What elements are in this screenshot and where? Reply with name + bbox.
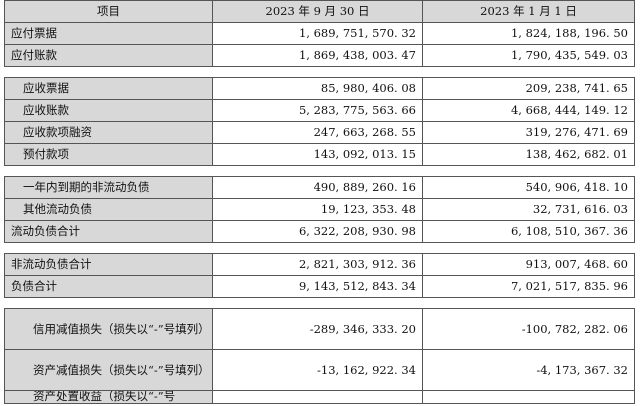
row-value-2023-09-30: 490, 889, 260. 16 [212, 176, 423, 199]
financial-table: 项目 2023 年 9 月 30 日 2023 年 1 月 1 日 应付票据 1… [4, 0, 635, 404]
row-value-2023-09-30 [212, 390, 423, 404]
row-value-2023-01-01: 209, 238, 741. 65 [422, 77, 635, 100]
header-item: 项目 [4, 0, 213, 23]
table-row: 非流动负债合计 2, 821, 303, 912. 36 913, 007, 4… [4, 253, 635, 276]
header-row: 项目 2023 年 9 月 30 日 2023 年 1 月 1 日 [4, 0, 635, 23]
header-date-2023-09-30: 2023 年 9 月 30 日 [212, 0, 423, 23]
row-value-2023-09-30: 1, 689, 751, 570. 32 [212, 22, 423, 45]
table-row: 信用减值损失（损失以“-”号填列） -289, 346, 333. 20 -10… [4, 308, 635, 350]
row-value-2023-09-30: -289, 346, 333. 20 [212, 308, 423, 350]
header-date-2023-01-01: 2023 年 1 月 1 日 [422, 0, 635, 23]
row-value-2023-01-01: -100, 782, 282. 06 [422, 308, 635, 350]
row-value-2023-01-01 [422, 390, 635, 404]
table-row: 应收票据 85, 980, 406. 08 209, 238, 741. 65 [4, 77, 635, 100]
section-gap [4, 66, 635, 78]
row-label: 非流动负债合计 [4, 253, 213, 276]
row-value-2023-09-30: 143, 092, 013. 15 [212, 143, 423, 166]
table-row: 负债合计 9, 143, 512, 843. 34 7, 021, 517, 8… [4, 275, 635, 298]
table-row: 资产减值损失（损失以“-”号填列） -13, 162, 922. 34 -4, … [4, 349, 635, 391]
row-value-2023-09-30: 9, 143, 512, 843. 34 [212, 275, 423, 298]
table-row: 流动负债合计 6, 322, 208, 930. 98 6, 108, 510,… [4, 220, 635, 243]
table-row: 应付账款 1, 869, 438, 003. 47 1, 790, 435, 5… [4, 44, 635, 67]
section-gap [4, 242, 635, 254]
row-value-2023-09-30: 2, 821, 303, 912. 36 [212, 253, 423, 276]
row-value-2023-09-30: -13, 162, 922. 34 [212, 349, 423, 391]
row-value-2023-09-30: 6, 322, 208, 930. 98 [212, 220, 423, 243]
row-value-2023-01-01: 1, 790, 435, 549. 03 [422, 44, 635, 67]
table-row: 应收款项融资 247, 663, 268. 55 319, 276, 471. … [4, 121, 635, 144]
row-value-2023-01-01: -4, 173, 367. 32 [422, 349, 635, 391]
row-label: 应收款项融资 [4, 121, 213, 144]
row-value-2023-09-30: 5, 283, 775, 563. 66 [212, 99, 423, 122]
balance-sheet-excerpt: 项目 2023 年 9 月 30 日 2023 年 1 月 1 日 应付票据 1… [4, 0, 635, 404]
table-row: 其他流动负债 19, 123, 353. 48 32, 731, 616. 03 [4, 198, 635, 221]
row-label: 资产处置收益（损失以“-”号 [4, 390, 213, 404]
row-value-2023-09-30: 247, 663, 268. 55 [212, 121, 423, 144]
table-row: 预付款项 143, 092, 013. 15 138, 462, 682. 01 [4, 143, 635, 166]
row-value-2023-01-01: 138, 462, 682. 01 [422, 143, 635, 166]
row-label: 流动负债合计 [4, 220, 213, 243]
row-label: 预付款项 [4, 143, 213, 166]
row-label: 应付票据 [4, 22, 213, 45]
row-value-2023-01-01: 32, 731, 616. 03 [422, 198, 635, 221]
row-value-2023-01-01: 319, 276, 471. 69 [422, 121, 635, 144]
row-value-2023-01-01: 4, 668, 444, 149. 12 [422, 99, 635, 122]
row-value-2023-01-01: 1, 824, 188, 196. 50 [422, 22, 635, 45]
row-value-2023-09-30: 19, 123, 353. 48 [212, 198, 423, 221]
row-value-2023-09-30: 1, 869, 438, 003. 47 [212, 44, 423, 67]
section-gap [4, 165, 635, 177]
row-value-2023-01-01: 540, 906, 418. 10 [422, 176, 635, 199]
row-label: 负债合计 [4, 275, 213, 298]
row-label: 应付账款 [4, 44, 213, 67]
table-row: 一年内到期的非流动负债 490, 889, 260. 16 540, 906, … [4, 176, 635, 199]
row-label: 资产减值损失（损失以“-”号填列） [4, 349, 213, 391]
row-value-2023-09-30: 85, 980, 406. 08 [212, 77, 423, 100]
table-row: 应收账款 5, 283, 775, 563. 66 4, 668, 444, 1… [4, 99, 635, 122]
row-label: 一年内到期的非流动负债 [4, 176, 213, 199]
row-value-2023-01-01: 913, 007, 468. 60 [422, 253, 635, 276]
table-row: 应付票据 1, 689, 751, 570. 32 1, 824, 188, 1… [4, 22, 635, 45]
section-gap [4, 297, 635, 309]
row-label: 应收账款 [4, 99, 213, 122]
row-value-2023-01-01: 7, 021, 517, 835. 96 [422, 275, 635, 298]
row-label: 其他流动负债 [4, 198, 213, 221]
row-value-2023-01-01: 6, 108, 510, 367. 36 [422, 220, 635, 243]
row-label: 信用减值损失（损失以“-”号填列） [4, 308, 213, 350]
table-row-partial: 资产处置收益（损失以“-”号 [4, 390, 635, 404]
row-label: 应收票据 [4, 77, 213, 100]
